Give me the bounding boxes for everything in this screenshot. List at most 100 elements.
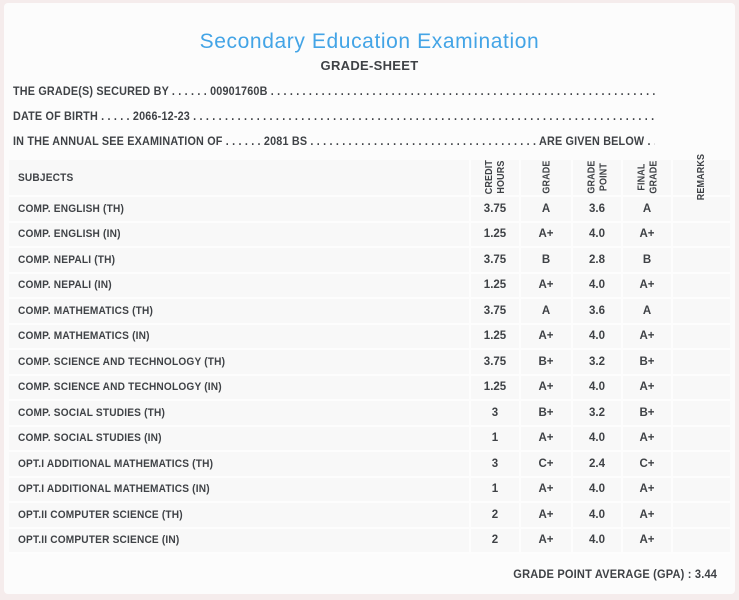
grade-point-cell: 4.0 — [571, 426, 621, 450]
table-row: COMP. SOCIAL STUDIES (TH) 3 B+ 3.2 B+ — [9, 401, 730, 427]
table-row: OPT.I ADDITIONAL MATHEMATICS (TH) 3 C+ 2… — [9, 452, 730, 478]
final-grade-cell: A+ — [621, 426, 671, 450]
table-row: OPT.II COMPUTER SCIENCE (IN) 2 A+ 4.0 A+ — [9, 528, 730, 554]
final-grade-value: B — [642, 253, 652, 266]
credit-hours-value: 3.75 — [483, 304, 507, 317]
grade-point-value: 4.0 — [589, 483, 605, 496]
table-row: COMP. MATHEMATICS (TH) 3.75 A 3.6 A — [9, 299, 730, 325]
remarks-cell — [671, 503, 730, 527]
remarks-cell — [671, 401, 730, 425]
final-grade-value: A+ — [639, 381, 655, 394]
grade-cell: B — [519, 248, 571, 272]
grade-point-cell: 4.0 — [571, 273, 621, 297]
final-grade-cell: A — [621, 197, 671, 221]
grade-point-value: 4.0 — [589, 534, 605, 547]
info-line-grades-secured-by: THE GRADE(S) SECURED BY . . . . . . 0090… — [13, 84, 655, 98]
subject-label: COMP. ENGLISH (TH) — [18, 202, 125, 215]
grade-cell: A — [519, 197, 571, 221]
col-header-final-grade-label: FINAL GRADE — [634, 160, 659, 195]
grade-cell: C+ — [519, 452, 571, 476]
credit-hours-cell: 1.25 — [469, 273, 519, 297]
table-row: OPT.I ADDITIONAL MATHEMATICS (IN) 1 A+ 4… — [9, 477, 730, 503]
grade-point-value: 4.0 — [589, 432, 605, 445]
grade-cell: A+ — [519, 426, 571, 450]
subject-label: COMP. SCIENCE AND TECHNOLOGY (IN) — [18, 381, 222, 394]
grade-cell: A+ — [519, 503, 571, 527]
remarks-cell — [671, 350, 730, 374]
table-row: COMP. SOCIAL STUDIES (IN) 1 A+ 4.0 A+ — [9, 426, 730, 452]
grade-value: A+ — [538, 483, 554, 496]
grade-point-value: 3.6 — [589, 202, 605, 215]
grade-value: A+ — [538, 534, 554, 547]
grade-value: C+ — [538, 457, 554, 470]
remarks-cell — [671, 324, 730, 348]
credit-hours-cell: 3 — [469, 401, 519, 425]
grade-value: A+ — [538, 432, 554, 445]
subject-cell: COMP. MATHEMATICS (TH) — [9, 299, 469, 323]
final-grade-value: A+ — [639, 228, 655, 241]
final-grade-value: C+ — [639, 457, 655, 470]
credit-hours-value: 3.75 — [483, 202, 507, 215]
grade-point-cell: 4.0 — [571, 375, 621, 399]
grade-value: A+ — [538, 381, 554, 394]
grade-point-value: 2.8 — [589, 253, 605, 266]
credit-hours-cell: 3.75 — [469, 299, 519, 323]
subject-label: COMP. SOCIAL STUDIES (TH) — [18, 406, 166, 419]
sheet-subtitle: GRADE-SHEET — [320, 58, 419, 73]
grade-point-value: 4.0 — [589, 228, 605, 241]
col-header-final-grade: FINAL GRADE — [621, 160, 671, 195]
final-grade-cell: A+ — [621, 477, 671, 501]
grade-point-cell: 2.4 — [571, 452, 621, 476]
page-title: Secondary Education Examination — [199, 30, 540, 53]
credit-hours-value: 1.25 — [483, 228, 507, 241]
remarks-cell — [671, 248, 730, 272]
grade-value: B — [541, 253, 551, 266]
grade-cell: B+ — [519, 401, 571, 425]
credit-hours-cell: 1.25 — [469, 324, 519, 348]
credit-hours-value: 3.75 — [483, 253, 507, 266]
candidate-info: THE GRADE(S) SECURED BY . . . . . . 0090… — [13, 79, 726, 154]
remarks-cell — [671, 299, 730, 323]
grade-point-cell: 4.0 — [571, 503, 621, 527]
col-header-remarks: REMARKS — [671, 154, 730, 201]
final-grade-cell: B+ — [621, 350, 671, 374]
subject-cell: COMP. SOCIAL STUDIES (IN) — [9, 427, 469, 451]
final-grade-cell: B — [621, 248, 671, 272]
grade-cell: A+ — [519, 375, 571, 399]
table-row: COMP. ENGLISH (TH) 3.75 A 3.6 A — [9, 197, 730, 223]
final-grade-value: A+ — [639, 432, 655, 445]
grade-point-value: 2.4 — [589, 457, 605, 470]
credit-hours-cell: 3.75 — [469, 350, 519, 374]
col-header-subjects: SUBJECTS — [9, 160, 469, 195]
subject-cell: OPT.II COMPUTER SCIENCE (TH) — [9, 503, 469, 527]
grade-point-cell: 4.0 — [571, 222, 621, 246]
grade-value: A+ — [538, 330, 554, 343]
subject-label: OPT.II COMPUTER SCIENCE (TH) — [18, 508, 183, 521]
grade-point-cell: 3.2 — [571, 350, 621, 374]
grade-point-value: 3.6 — [589, 304, 605, 317]
col-header-credit-hours-label: CREDIT HOURS — [482, 160, 507, 195]
grade-point-cell: 4.0 — [571, 477, 621, 501]
grade-point-cell: 4.0 — [571, 528, 621, 552]
credit-hours-cell: 1.25 — [469, 375, 519, 399]
col-header-remarks-label: REMARKS — [695, 154, 708, 201]
credit-hours-value: 3.75 — [483, 355, 507, 368]
grade-cell: B+ — [519, 350, 571, 374]
table-row: COMP. SCIENCE AND TECHNOLOGY (TH) 3.75 B… — [9, 350, 730, 376]
subject-cell: COMP. NEPALI (TH) — [9, 248, 469, 272]
remarks-cell — [671, 197, 730, 221]
grade-value: A — [541, 202, 551, 215]
subject-label: COMP. SCIENCE AND TECHNOLOGY (TH) — [18, 355, 226, 368]
credit-hours-value: 1 — [491, 483, 499, 496]
table-header-row: SUBJECTS CREDIT HOURS GRADE GRADE POINT … — [9, 154, 730, 201]
credit-hours-value: 1.25 — [483, 330, 507, 343]
remarks-cell — [671, 452, 730, 476]
gpa-footer: GRADE POINT AVERAGE (GPA) : 3.44 — [513, 567, 718, 581]
table-row: COMP. NEPALI (TH) 3.75 B 2.8 B — [9, 248, 730, 274]
remarks-cell — [671, 477, 730, 501]
final-grade-cell: C+ — [621, 452, 671, 476]
grade-sheet-card: Secondary Education Examination GRADE-SH… — [4, 3, 735, 594]
subject-label: OPT.II COMPUTER SCIENCE (IN) — [18, 534, 180, 547]
subject-cell: COMP. SCIENCE AND TECHNOLOGY (IN) — [9, 376, 469, 400]
final-grade-cell: B+ — [621, 401, 671, 425]
